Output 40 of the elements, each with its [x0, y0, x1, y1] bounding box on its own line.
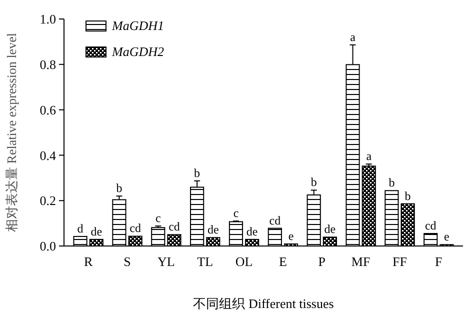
data-label: cd	[130, 221, 141, 236]
y-tick-label: 0.8	[40, 56, 56, 72]
legend-label: MaGDH1	[111, 18, 164, 33]
x-tick-label: F	[435, 254, 442, 269]
data-label: c	[233, 206, 239, 220]
data-label: a	[366, 149, 372, 164]
y-tick-label: 0.4	[40, 148, 56, 163]
data-label: de	[207, 222, 219, 237]
x-axis-title: 不同组织 Different tissues	[193, 296, 334, 311]
data-label: b	[194, 166, 200, 180]
y-tick-label: 0.2	[40, 193, 56, 208]
legend-label: MaGDH2	[111, 44, 164, 59]
x-tick-label: OL	[235, 254, 253, 269]
data-label: c	[155, 211, 161, 226]
x-tick-label: MF	[351, 254, 370, 269]
x-tick-label: FF	[392, 254, 407, 269]
data-label: e	[288, 228, 294, 243]
data-label: b	[116, 181, 122, 196]
x-tick-label: R	[84, 254, 93, 269]
data-label: b	[388, 176, 395, 190]
y-tick-label: 0.6	[40, 102, 56, 118]
data-label: cd	[168, 220, 180, 234]
x-tick-label: TL	[197, 254, 214, 269]
x-tick-label: E	[278, 254, 287, 269]
x-tick-label: P	[318, 254, 326, 269]
y-axis-title: 相对表达量 Relative expression level	[4, 32, 19, 232]
data-label: b	[404, 188, 411, 203]
x-tick-label: S	[124, 254, 131, 269]
data-label: b	[310, 175, 317, 190]
data-label: de	[90, 224, 102, 238]
data-label: d	[77, 221, 84, 236]
data-label: cd	[424, 218, 436, 233]
data-label: de	[246, 224, 258, 238]
data-label: cd	[269, 213, 281, 228]
data-label: e	[444, 230, 450, 244]
data-label: a	[350, 30, 356, 44]
data-label: de	[324, 222, 336, 236]
y-tick-label: 0.0	[40, 238, 56, 254]
x-tick-label: YL	[158, 254, 175, 269]
y-tick-label: 1.0	[40, 12, 56, 27]
